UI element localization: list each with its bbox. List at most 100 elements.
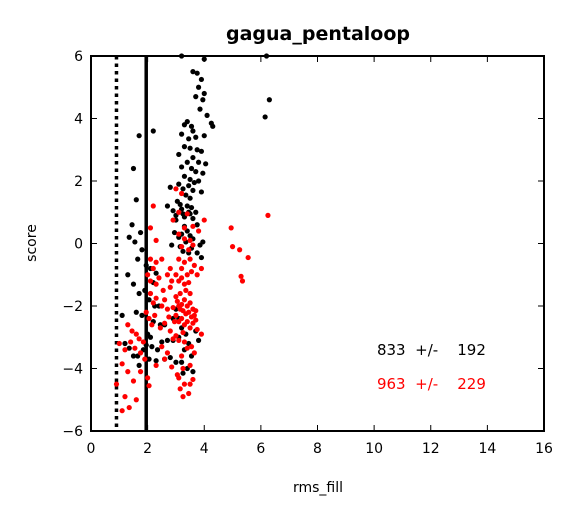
data-point (130, 353, 137, 359)
data-point (142, 356, 148, 362)
data-point (177, 290, 183, 297)
data-point (167, 284, 173, 290)
data-point (173, 359, 179, 365)
data-point (153, 281, 159, 287)
data-point (170, 217, 176, 223)
data-point (262, 114, 268, 120)
data-point (201, 217, 207, 223)
data-point (188, 165, 195, 172)
data-point (190, 128, 196, 134)
data-point (153, 237, 159, 243)
data-point (184, 272, 190, 278)
data-point (122, 347, 128, 353)
data-point (153, 259, 159, 265)
data-point (136, 133, 142, 139)
data-point (174, 298, 180, 304)
reference-lines (114, 56, 148, 431)
data-point (186, 247, 192, 253)
x-tick-label: 16 (535, 441, 553, 457)
data-point (181, 225, 188, 231)
data-point (198, 189, 205, 195)
data-point (183, 192, 189, 198)
data-point (200, 239, 206, 245)
data-point (159, 339, 165, 345)
data-point (159, 344, 165, 350)
data-point (133, 309, 139, 315)
data-point (187, 300, 193, 306)
data-point (176, 181, 182, 187)
data-points (113, 53, 272, 414)
data-point (133, 397, 139, 403)
data-point (186, 279, 192, 286)
y-tick-label: −4 (62, 362, 83, 378)
y-tick-label: 6 (74, 49, 83, 65)
data-point (184, 203, 190, 209)
data-point (190, 223, 196, 229)
data-point (181, 381, 188, 387)
data-point (159, 256, 165, 262)
data-point (265, 212, 271, 218)
data-point (194, 147, 200, 153)
data-point (176, 231, 182, 237)
data-point (193, 209, 199, 215)
data-point (162, 356, 168, 362)
data-point (210, 123, 216, 129)
data-point (116, 340, 122, 347)
data-point (146, 356, 152, 362)
data-point (145, 272, 151, 278)
data-point (170, 304, 176, 311)
data-point (181, 339, 188, 345)
data-point (139, 312, 145, 318)
data-point (159, 303, 165, 309)
data-point (245, 254, 251, 261)
data-point (125, 322, 131, 328)
x-axis-ticks: 0 2 4 6 8 10 12 14 16 (87, 56, 553, 457)
data-point (198, 254, 205, 261)
x-axis-label: rms_fill (293, 480, 343, 496)
stat-annotations: 833 +/- 192 963 +/- 229 (377, 341, 486, 393)
data-point (187, 290, 193, 297)
y-tick-label: −6 (62, 424, 83, 440)
data-point (176, 209, 182, 215)
data-point (180, 329, 186, 336)
data-point (176, 375, 182, 381)
data-point (149, 322, 155, 328)
data-point (176, 151, 182, 158)
data-point (119, 361, 125, 367)
data-point (181, 122, 188, 128)
red-series (113, 186, 271, 414)
data-point (179, 275, 185, 281)
data-point (186, 136, 192, 142)
data-point (140, 339, 146, 345)
data-point (169, 278, 175, 284)
data-point (153, 270, 159, 276)
data-point (164, 306, 171, 312)
data-point (188, 204, 195, 211)
data-point (193, 169, 199, 175)
data-point (126, 404, 132, 411)
data-point (176, 337, 182, 343)
data-point (177, 386, 183, 392)
data-point (179, 131, 185, 137)
data-point (180, 370, 186, 376)
data-point (200, 97, 206, 103)
data-point (113, 381, 120, 387)
data-point (150, 128, 156, 134)
data-point (238, 273, 244, 279)
data-point (139, 247, 145, 253)
data-point (147, 290, 154, 297)
data-point (190, 376, 196, 383)
data-point (150, 300, 156, 306)
data-point (195, 337, 202, 343)
data-point (181, 297, 188, 303)
data-point (180, 248, 186, 254)
data-point (170, 208, 176, 214)
data-point (194, 326, 200, 333)
data-point (179, 244, 185, 250)
data-point (156, 275, 162, 281)
data-point (198, 331, 205, 337)
data-point (195, 84, 202, 90)
data-point (171, 319, 178, 325)
data-point (162, 320, 168, 326)
data-point (147, 225, 154, 231)
